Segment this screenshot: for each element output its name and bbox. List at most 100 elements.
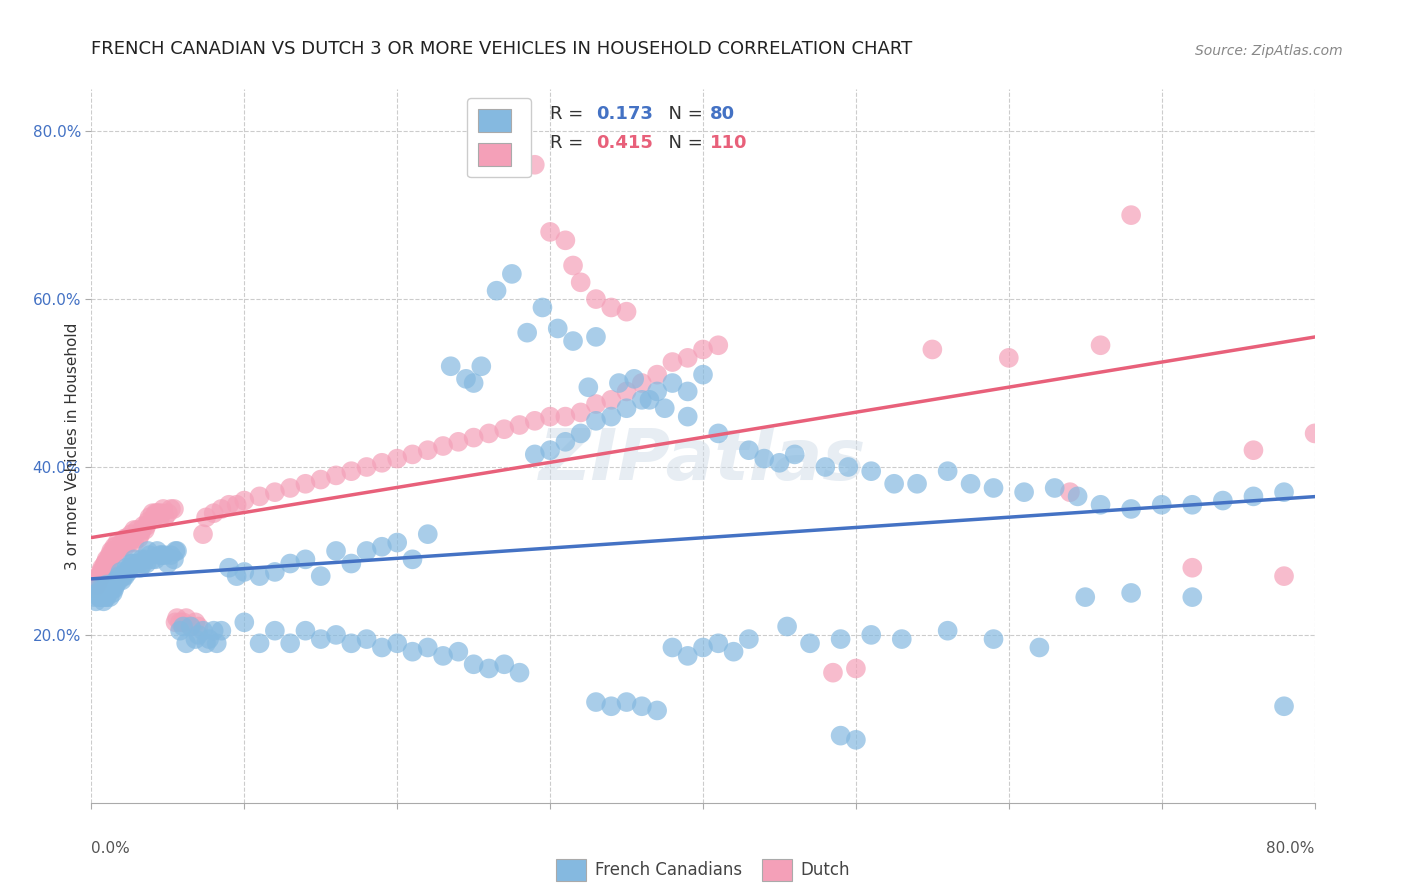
Text: R =: R = — [550, 105, 589, 123]
Point — [172, 615, 194, 630]
Point — [156, 506, 179, 520]
Point — [163, 552, 186, 566]
Point — [645, 703, 668, 717]
Point — [1066, 489, 1088, 503]
Point — [538, 443, 561, 458]
Point — [98, 582, 121, 596]
Point — [1181, 590, 1204, 604]
Point — [131, 552, 153, 566]
Point — [509, 665, 531, 680]
Point — [180, 619, 202, 633]
Point — [174, 636, 197, 650]
Point — [1012, 485, 1035, 500]
Point — [225, 498, 247, 512]
Point — [294, 476, 316, 491]
Text: 0.415: 0.415 — [596, 134, 654, 152]
Point — [278, 557, 301, 571]
Point — [1181, 560, 1204, 574]
Point — [96, 557, 118, 571]
Point — [202, 624, 225, 638]
Point — [218, 560, 240, 574]
Point — [225, 569, 247, 583]
Point — [97, 552, 120, 566]
Text: N =: N = — [657, 105, 709, 123]
Point — [1074, 590, 1097, 604]
Point — [309, 569, 332, 583]
Point — [385, 535, 409, 549]
Point — [108, 574, 131, 588]
Point — [146, 506, 169, 520]
Point — [131, 523, 153, 537]
Point — [93, 594, 115, 608]
Point — [97, 586, 120, 600]
Point — [100, 577, 122, 591]
Point — [90, 582, 112, 596]
Point — [860, 628, 883, 642]
Point — [94, 590, 117, 604]
Point — [114, 540, 136, 554]
Point — [101, 586, 124, 600]
Point — [845, 732, 868, 747]
Point — [101, 548, 124, 562]
Point — [1243, 443, 1265, 458]
Point — [523, 158, 546, 172]
Point — [569, 426, 592, 441]
Point — [692, 640, 714, 655]
Point — [91, 586, 114, 600]
Point — [585, 330, 607, 344]
Point — [87, 590, 110, 604]
Point — [463, 376, 485, 390]
Point — [202, 506, 225, 520]
Y-axis label: 3 or more Vehicles in Household: 3 or more Vehicles in Household — [65, 322, 80, 570]
Point — [98, 552, 121, 566]
Point — [837, 460, 859, 475]
Point — [108, 569, 131, 583]
Point — [96, 577, 118, 591]
Point — [569, 275, 592, 289]
Point — [538, 225, 561, 239]
Point — [692, 368, 714, 382]
Point — [401, 645, 423, 659]
Point — [87, 574, 110, 588]
Point — [616, 401, 638, 416]
Point — [325, 544, 347, 558]
Point — [661, 355, 683, 369]
Point — [153, 548, 176, 562]
Point — [416, 527, 439, 541]
Point — [821, 665, 844, 680]
Point — [153, 510, 176, 524]
Point — [103, 582, 125, 596]
Point — [676, 648, 699, 663]
Point — [814, 460, 837, 475]
Point — [120, 557, 142, 571]
Point — [585, 292, 607, 306]
Text: 80.0%: 80.0% — [1267, 840, 1315, 855]
Point — [661, 376, 683, 390]
Point — [128, 557, 150, 571]
Point — [101, 544, 124, 558]
Point — [103, 577, 125, 591]
Point — [936, 464, 959, 478]
Point — [141, 552, 163, 566]
Point — [356, 460, 378, 475]
Point — [554, 434, 576, 449]
Point — [501, 267, 523, 281]
Point — [115, 560, 138, 574]
Point — [485, 284, 508, 298]
Point — [166, 611, 188, 625]
Point — [385, 451, 409, 466]
Point — [516, 326, 538, 340]
Point — [205, 636, 228, 650]
Point — [111, 535, 134, 549]
Point — [264, 565, 287, 579]
Point — [371, 456, 394, 470]
Point — [122, 535, 145, 549]
Point — [118, 535, 141, 549]
Point — [129, 527, 152, 541]
Point — [249, 569, 271, 583]
Point — [108, 544, 131, 558]
Point — [799, 636, 821, 650]
Point — [100, 544, 122, 558]
Point — [233, 615, 256, 630]
Point — [101, 582, 124, 596]
